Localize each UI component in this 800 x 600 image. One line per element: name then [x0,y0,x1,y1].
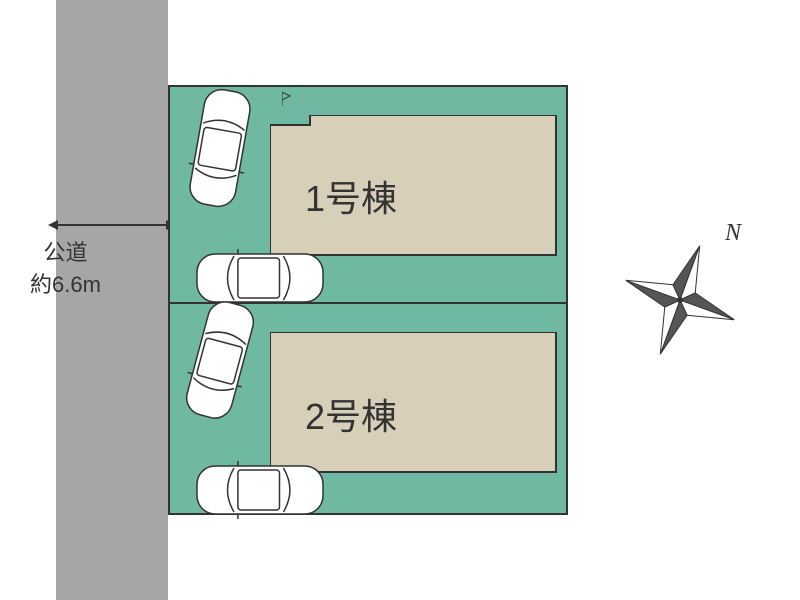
road-width-label: 公道 約6.6m [30,235,101,299]
building-2-label: 2号棟 [305,388,397,440]
road-width-arrow [48,215,176,235]
compass-north-label: N [725,220,741,247]
public-road [56,0,168,600]
parked-car [187,456,333,524]
building-1-label: 1号棟 [305,170,397,222]
site-plan-canvas: 公道 約6.6m [0,0,800,600]
entry-marker-icon [282,92,298,108]
compass-icon [620,240,740,360]
